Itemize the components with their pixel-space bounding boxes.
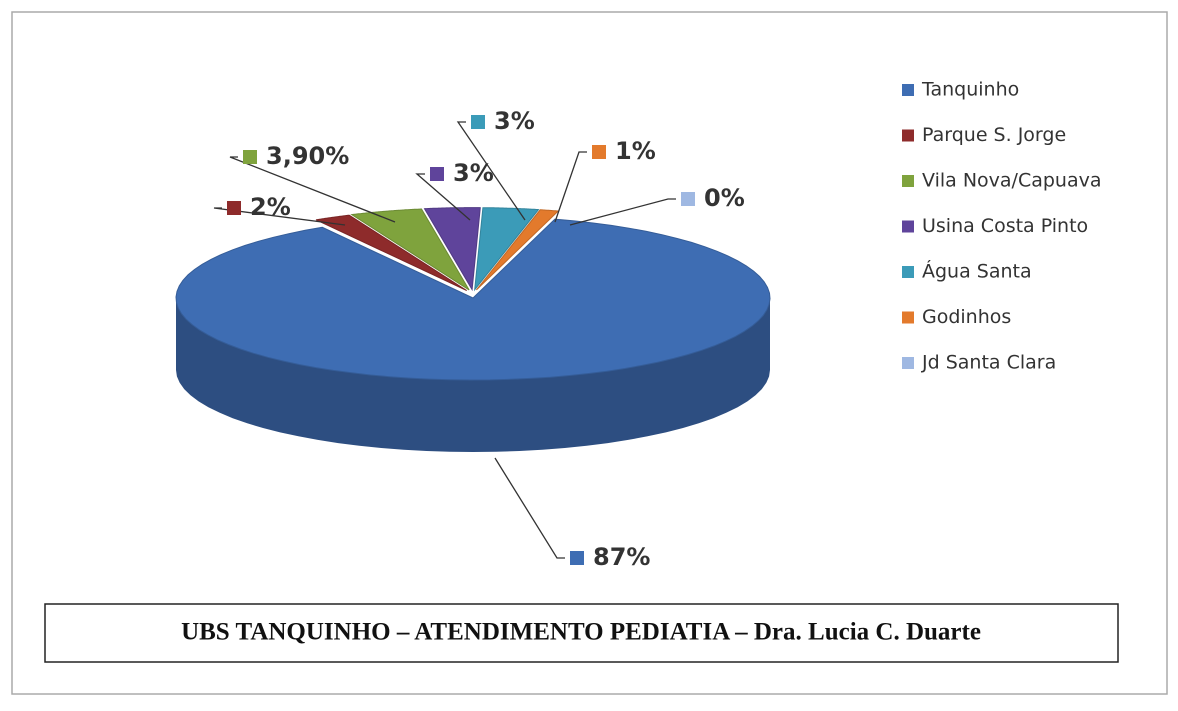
leader-line	[554, 151, 587, 223]
data-label: 3%	[494, 107, 535, 135]
label-swatch	[681, 192, 695, 206]
leader-line	[229, 156, 396, 223]
leader-line	[456, 121, 526, 221]
legend-swatch	[902, 220, 914, 233]
label-swatch	[592, 145, 606, 159]
legend-label: Parque S. Jorge	[922, 124, 1066, 146]
legend-swatch	[902, 311, 914, 324]
data-label: 0%	[704, 184, 745, 212]
slice	[474, 207, 540, 292]
slice	[423, 207, 481, 292]
legend-label: Usina Costa Pinto	[922, 215, 1088, 237]
data-label: 2%	[250, 193, 291, 221]
legend-swatch	[902, 357, 914, 369]
data-label: 1%	[615, 137, 656, 165]
slice	[350, 208, 470, 291]
data-label: 3%	[453, 159, 494, 187]
legend-swatch	[902, 175, 914, 187]
slice	[476, 209, 560, 291]
legend-label: Tanquinho	[921, 79, 1019, 101]
chart-title: UBS TANQUINHO – ATENDIMENTO PEDIATIA – D…	[181, 619, 981, 646]
legend-swatch	[902, 129, 914, 142]
title-box	[44, 603, 1119, 663]
legend-label: Jd Santa Clara	[921, 352, 1056, 374]
data-label: 3,90%	[266, 142, 349, 170]
legend-label: Vila Nova/Capuava	[922, 170, 1102, 192]
leader-line	[494, 457, 565, 559]
legend-label: Água Santa	[922, 260, 1032, 283]
leader-line	[415, 173, 471, 221]
label-swatch	[430, 167, 444, 181]
slice-side	[176, 298, 770, 452]
slice	[175, 218, 771, 381]
leader-line	[569, 198, 676, 226]
legend-label: Godinhos	[922, 306, 1011, 328]
label-swatch	[243, 150, 257, 164]
legend-swatch	[902, 84, 914, 96]
label-swatch	[227, 201, 241, 215]
label-swatch	[471, 115, 485, 129]
slice	[315, 214, 467, 291]
label-swatch	[570, 551, 584, 565]
leader-line	[213, 207, 346, 226]
legend-swatch	[902, 266, 914, 278]
data-label: 87%	[593, 543, 650, 571]
